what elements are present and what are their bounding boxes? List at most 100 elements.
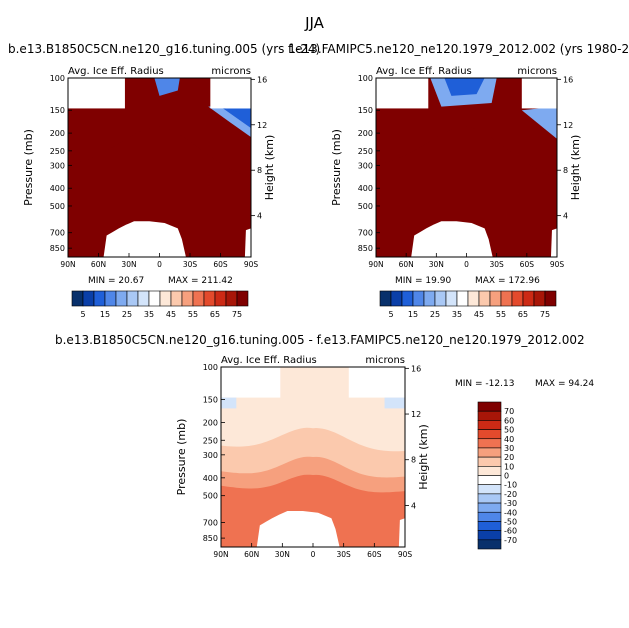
- x-tick-label: 30N: [275, 550, 290, 559]
- y-tick-label: 500: [50, 202, 65, 211]
- panel-2-units: microns: [517, 66, 557, 77]
- panel-2: Avg. Ice Eff. Radius microns1001502002503…: [330, 66, 582, 319]
- panel-1-units: microns: [211, 66, 251, 77]
- panel-3-field: [221, 367, 405, 547]
- x-tick-label: 0: [464, 260, 469, 269]
- y-tick-label: 100: [50, 74, 65, 83]
- colorbar-label: -50: [504, 517, 517, 526]
- contour-band: [384, 397, 405, 409]
- y-tick-label: 250: [358, 147, 373, 156]
- x-tick-label: 60S: [213, 260, 228, 269]
- panel-3: Avg. Ice Eff. Radius microns1001502002503…: [175, 355, 594, 559]
- colorbar-swatch: [203, 290, 216, 307]
- colorbar-swatch: [477, 484, 502, 495]
- y-tick-label: 850: [358, 244, 373, 253]
- colorbar-swatch: [477, 511, 502, 522]
- y-tick-label: 300: [203, 451, 218, 460]
- colorbar-swatch: [170, 290, 183, 307]
- colorbar-label: 70: [504, 407, 514, 416]
- y-tick-label: 700: [358, 229, 373, 238]
- colorbar-label: 40: [504, 435, 514, 444]
- colorbar-swatch: [181, 290, 194, 307]
- panel-1-field: [68, 78, 251, 257]
- x-tick-label: 90S: [550, 260, 565, 269]
- y2-axis-label: Height (km): [569, 135, 582, 201]
- y-axis-label: Pressure (mb): [330, 129, 343, 206]
- max-label: MAX = 94.24: [535, 379, 594, 389]
- colorbar-swatch: [477, 530, 502, 541]
- colorbar-label: -30: [504, 499, 517, 508]
- y2-axis-label: Height (km): [263, 135, 276, 201]
- min-label: MIN = 20.67: [88, 276, 144, 286]
- colorbar-swatch: [477, 456, 502, 467]
- contour-band: [444, 78, 485, 96]
- y-tick-label: 850: [203, 534, 218, 543]
- panel-3-field-label: Avg. Ice Eff. Radius: [221, 355, 317, 366]
- colorbar-swatch: [477, 438, 502, 449]
- x-tick-label: 60S: [520, 260, 535, 269]
- y2-tick-label: 8: [563, 166, 568, 175]
- y-tick-label: 200: [203, 418, 218, 427]
- y-tick-label: 400: [203, 474, 218, 483]
- colorbar-swatch: [477, 466, 502, 476]
- x-tick-label: 30N: [121, 260, 136, 269]
- colorbar-label: -60: [504, 527, 517, 536]
- colorbar-swatch: [477, 429, 502, 440]
- colorbar-label: 15: [408, 310, 418, 319]
- colorbar-swatch: [148, 290, 161, 307]
- x-tick-label: 90S: [398, 550, 413, 559]
- main-title: JJA: [305, 14, 324, 32]
- y2-tick-label: 8: [411, 456, 416, 465]
- max-label: MAX = 211.42: [168, 276, 233, 286]
- colorbar-swatch: [115, 290, 128, 307]
- x-tick-label: 60S: [367, 550, 382, 559]
- x-tick-label: 30S: [337, 550, 352, 559]
- contour-band: [220, 106, 251, 129]
- colorbar-label: 10: [504, 462, 514, 471]
- colorbar-swatch: [489, 290, 502, 307]
- y2-tick-label: 16: [563, 75, 573, 84]
- colorbar-label: 35: [144, 310, 154, 319]
- min-label: MIN = -12.13: [455, 379, 514, 389]
- colorbar-label: 60: [504, 416, 514, 425]
- topography-mask: [411, 221, 493, 257]
- colorbar-swatch: [533, 290, 546, 307]
- colorbar-swatch: [236, 290, 249, 307]
- contour-band: [221, 397, 237, 409]
- colorbar-swatch: [522, 290, 535, 307]
- colorbar-label: 75: [540, 310, 550, 319]
- colorbar-swatch: [477, 475, 502, 485]
- colorbar-label: 25: [430, 310, 440, 319]
- y2-axis-label: Height (km): [417, 424, 430, 490]
- min-label: MIN = 19.90: [395, 276, 451, 286]
- colorbar-label: -70: [504, 536, 517, 545]
- colorbar-label: 45: [474, 310, 484, 319]
- y2-tick-label: 4: [563, 212, 568, 221]
- y2-tick-label: 8: [257, 166, 262, 175]
- y2-tick-label: 4: [411, 501, 416, 510]
- colorbar-label: -40: [504, 508, 517, 517]
- topography-mask: [103, 221, 186, 257]
- colorbar-swatch: [511, 290, 524, 307]
- max-label: MAX = 172.96: [475, 276, 540, 286]
- colorbar-swatch: [126, 290, 139, 307]
- y2-tick-label: 4: [257, 212, 262, 221]
- colorbar-swatch: [423, 290, 436, 307]
- y-tick-label: 500: [203, 492, 218, 501]
- colorbar-label: 75: [232, 310, 242, 319]
- colorbar-swatch: [412, 290, 425, 307]
- topography-mask: [244, 228, 251, 257]
- y-tick-label: 150: [358, 106, 373, 115]
- colorbar-swatch: [477, 502, 502, 513]
- colorbar-label: 35: [452, 310, 462, 319]
- y-tick-label: 100: [203, 363, 218, 372]
- y-tick-label: 300: [50, 161, 65, 170]
- panel-2-field-label: Avg. Ice Eff. Radius: [376, 66, 472, 77]
- colorbar-swatch: [159, 290, 172, 307]
- colorbar-label: -10: [504, 481, 517, 490]
- y-tick-label: 300: [358, 161, 373, 170]
- y2-tick-label: 12: [563, 121, 573, 130]
- y2-tick-label: 12: [411, 410, 421, 419]
- colorbar-swatch: [214, 290, 227, 307]
- y-tick-label: 150: [50, 106, 65, 115]
